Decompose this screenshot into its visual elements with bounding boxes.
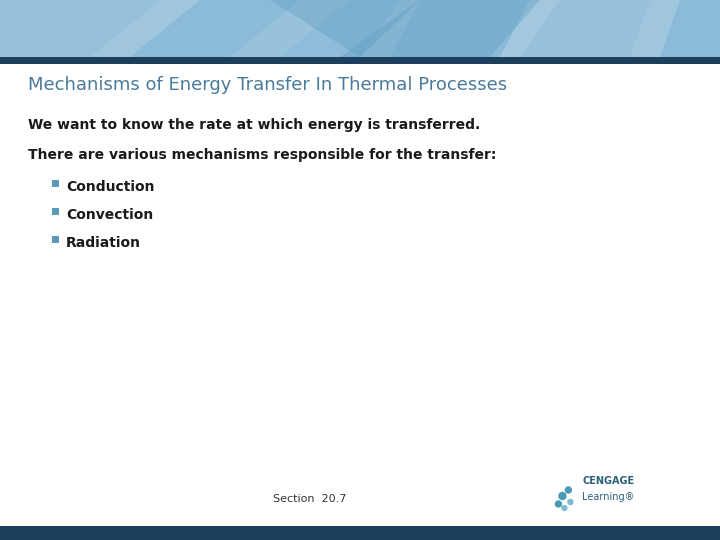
Text: Radiation: Radiation [66, 236, 141, 250]
Bar [52, 236, 59, 243]
Text: There are various mechanisms responsible for the transfer:: There are various mechanisms responsible… [28, 148, 496, 162]
Text: Conduction: Conduction [66, 180, 155, 194]
Polygon shape [500, 0, 680, 57]
Text: Section  20.7: Section 20.7 [273, 494, 346, 504]
Polygon shape [360, 0, 560, 57]
Bar [52, 208, 59, 215]
Text: Learning®: Learning® [582, 492, 635, 502]
Polygon shape [230, 0, 420, 57]
Polygon shape [340, 0, 540, 57]
Circle shape [568, 500, 573, 504]
Bar [52, 180, 59, 187]
Bar [0, 526, 720, 540]
Polygon shape [270, 0, 420, 57]
Polygon shape [90, 0, 350, 57]
Polygon shape [0, 0, 200, 57]
Circle shape [562, 505, 567, 510]
Circle shape [559, 492, 566, 500]
Circle shape [555, 501, 562, 507]
Bar [0, 0, 720, 57]
Circle shape [565, 487, 572, 493]
Bar [0, 57, 720, 64]
Text: CENGAGE: CENGAGE [582, 476, 634, 486]
Text: Convection: Convection [66, 208, 153, 222]
Text: We want to know the rate at which energy is transferred.: We want to know the rate at which energy… [28, 118, 480, 132]
Polygon shape [630, 0, 720, 57]
Text: Mechanisms of Energy Transfer In Thermal Processes: Mechanisms of Energy Transfer In Thermal… [28, 76, 507, 94]
